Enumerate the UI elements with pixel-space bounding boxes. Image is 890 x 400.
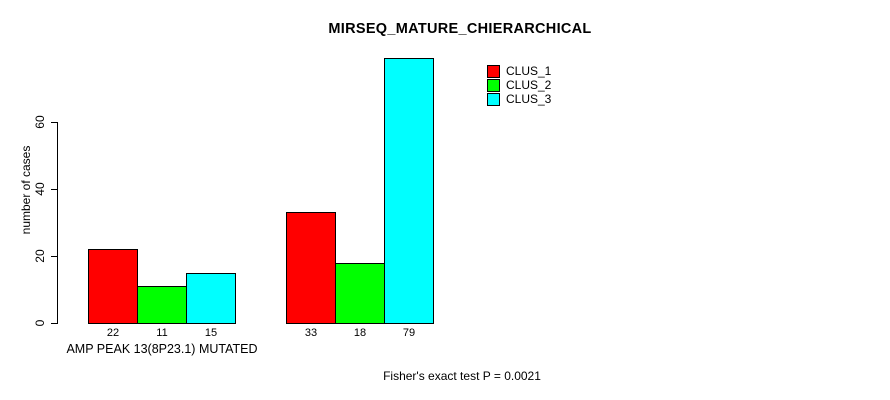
bar-clus_2-group1 [137, 286, 187, 324]
legend-swatch-icon [487, 64, 500, 78]
bar-value-label: 11 [156, 327, 168, 339]
legend-item-clus_1: CLUS_1 [487, 64, 551, 78]
y-tick-label: 60 [33, 115, 47, 129]
bar-value-label: 79 [402, 327, 416, 339]
bar-clus_1-group2 [286, 212, 336, 324]
legend-swatch-icon [487, 78, 500, 92]
bar-value-label: 15 [204, 327, 218, 339]
x-axis-title: AMP PEAK 13(8P23.1) MUTATED [66, 342, 258, 356]
y-tick-label: 40 [33, 182, 47, 196]
y-tick-label: 20 [33, 249, 47, 263]
legend-label: CLUS_3 [506, 91, 552, 106]
bar-clus_1-group1 [88, 249, 138, 324]
y-axis-title: number of cases [19, 145, 33, 235]
y-axis-line [57, 122, 58, 324]
chart-title: MIRSEQ_MATURE_CHIERARCHICAL [328, 21, 592, 37]
legend-label: CLUS_2 [506, 77, 552, 92]
legend: CLUS_1 CLUS_2 CLUS_3 [487, 64, 551, 106]
y-tick-mark [51, 256, 57, 257]
y-tick-mark [51, 122, 57, 123]
bar-clus_3-group2 [384, 58, 434, 324]
bar-value-label: 18 [353, 327, 367, 339]
legend-swatch-icon [487, 92, 500, 106]
bar-value-label: 33 [304, 327, 318, 339]
bar-clus_2-group2 [335, 263, 385, 324]
bar-value-label: 22 [106, 327, 120, 339]
legend-item-clus_3: CLUS_3 [487, 92, 551, 106]
y-tick-label: 0 [33, 319, 47, 327]
y-tick-mark [51, 323, 57, 324]
bar-clus_3-group1 [186, 273, 236, 324]
legend-item-clus_2: CLUS_2 [487, 78, 551, 92]
footnote-pvalue: Fisher's exact test P = 0.0021 [383, 369, 541, 383]
y-tick-mark [51, 189, 57, 190]
legend-label: CLUS_1 [506, 63, 552, 78]
